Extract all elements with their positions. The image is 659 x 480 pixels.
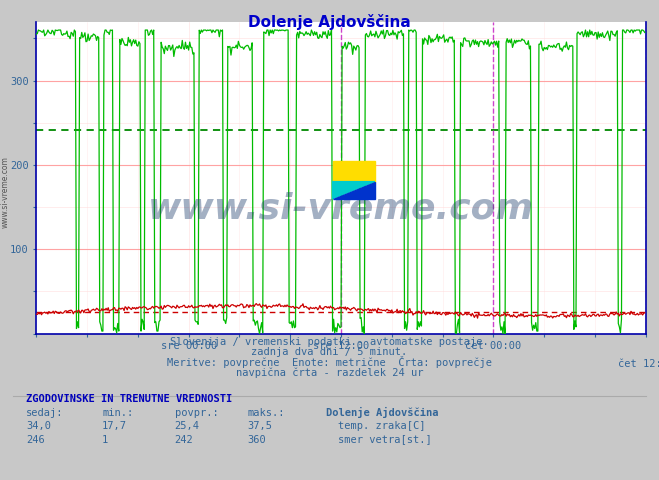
Text: povpr.:: povpr.: xyxy=(175,408,218,418)
Text: maks.:: maks.: xyxy=(247,408,285,418)
Text: Dolenje Ajdovščina: Dolenje Ajdovščina xyxy=(248,14,411,30)
Text: www.si-vreme.com: www.si-vreme.com xyxy=(148,192,534,226)
Text: 1: 1 xyxy=(102,434,108,444)
Text: min.:: min.: xyxy=(102,408,133,418)
Text: 246: 246 xyxy=(26,434,45,444)
Text: 242: 242 xyxy=(175,434,193,444)
Polygon shape xyxy=(333,181,375,199)
Text: www.si-vreme.com: www.si-vreme.com xyxy=(1,156,10,228)
Text: čet 12:00: čet 12:00 xyxy=(617,359,659,369)
Text: 25,4: 25,4 xyxy=(175,421,200,431)
Polygon shape xyxy=(333,181,375,199)
Text: ZGODOVINSKE IN TRENUTNE VREDNOSTI: ZGODOVINSKE IN TRENUTNE VREDNOSTI xyxy=(26,394,233,404)
Text: 34,0: 34,0 xyxy=(26,421,51,431)
Bar xyxy=(333,161,375,181)
Text: sedaj:: sedaj: xyxy=(26,408,64,418)
Text: Slovenija / vremenski podatki - avtomatske postaje.: Slovenija / vremenski podatki - avtomats… xyxy=(170,336,489,347)
Text: smer vetra[st.]: smer vetra[st.] xyxy=(338,434,432,444)
Text: zadnja dva dni / 5 minut.: zadnja dva dni / 5 minut. xyxy=(251,347,408,357)
Text: Dolenje Ajdovščina: Dolenje Ajdovščina xyxy=(326,407,439,418)
Text: 17,7: 17,7 xyxy=(102,421,127,431)
Text: 37,5: 37,5 xyxy=(247,421,272,431)
Text: 360: 360 xyxy=(247,434,266,444)
Text: temp. zraka[C]: temp. zraka[C] xyxy=(338,421,426,431)
Text: navpična črta - razdelek 24 ur: navpična črta - razdelek 24 ur xyxy=(236,368,423,378)
Text: Meritve: povprečne  Enote: metrične  Črta: povprečje: Meritve: povprečne Enote: metrične Črta:… xyxy=(167,356,492,368)
